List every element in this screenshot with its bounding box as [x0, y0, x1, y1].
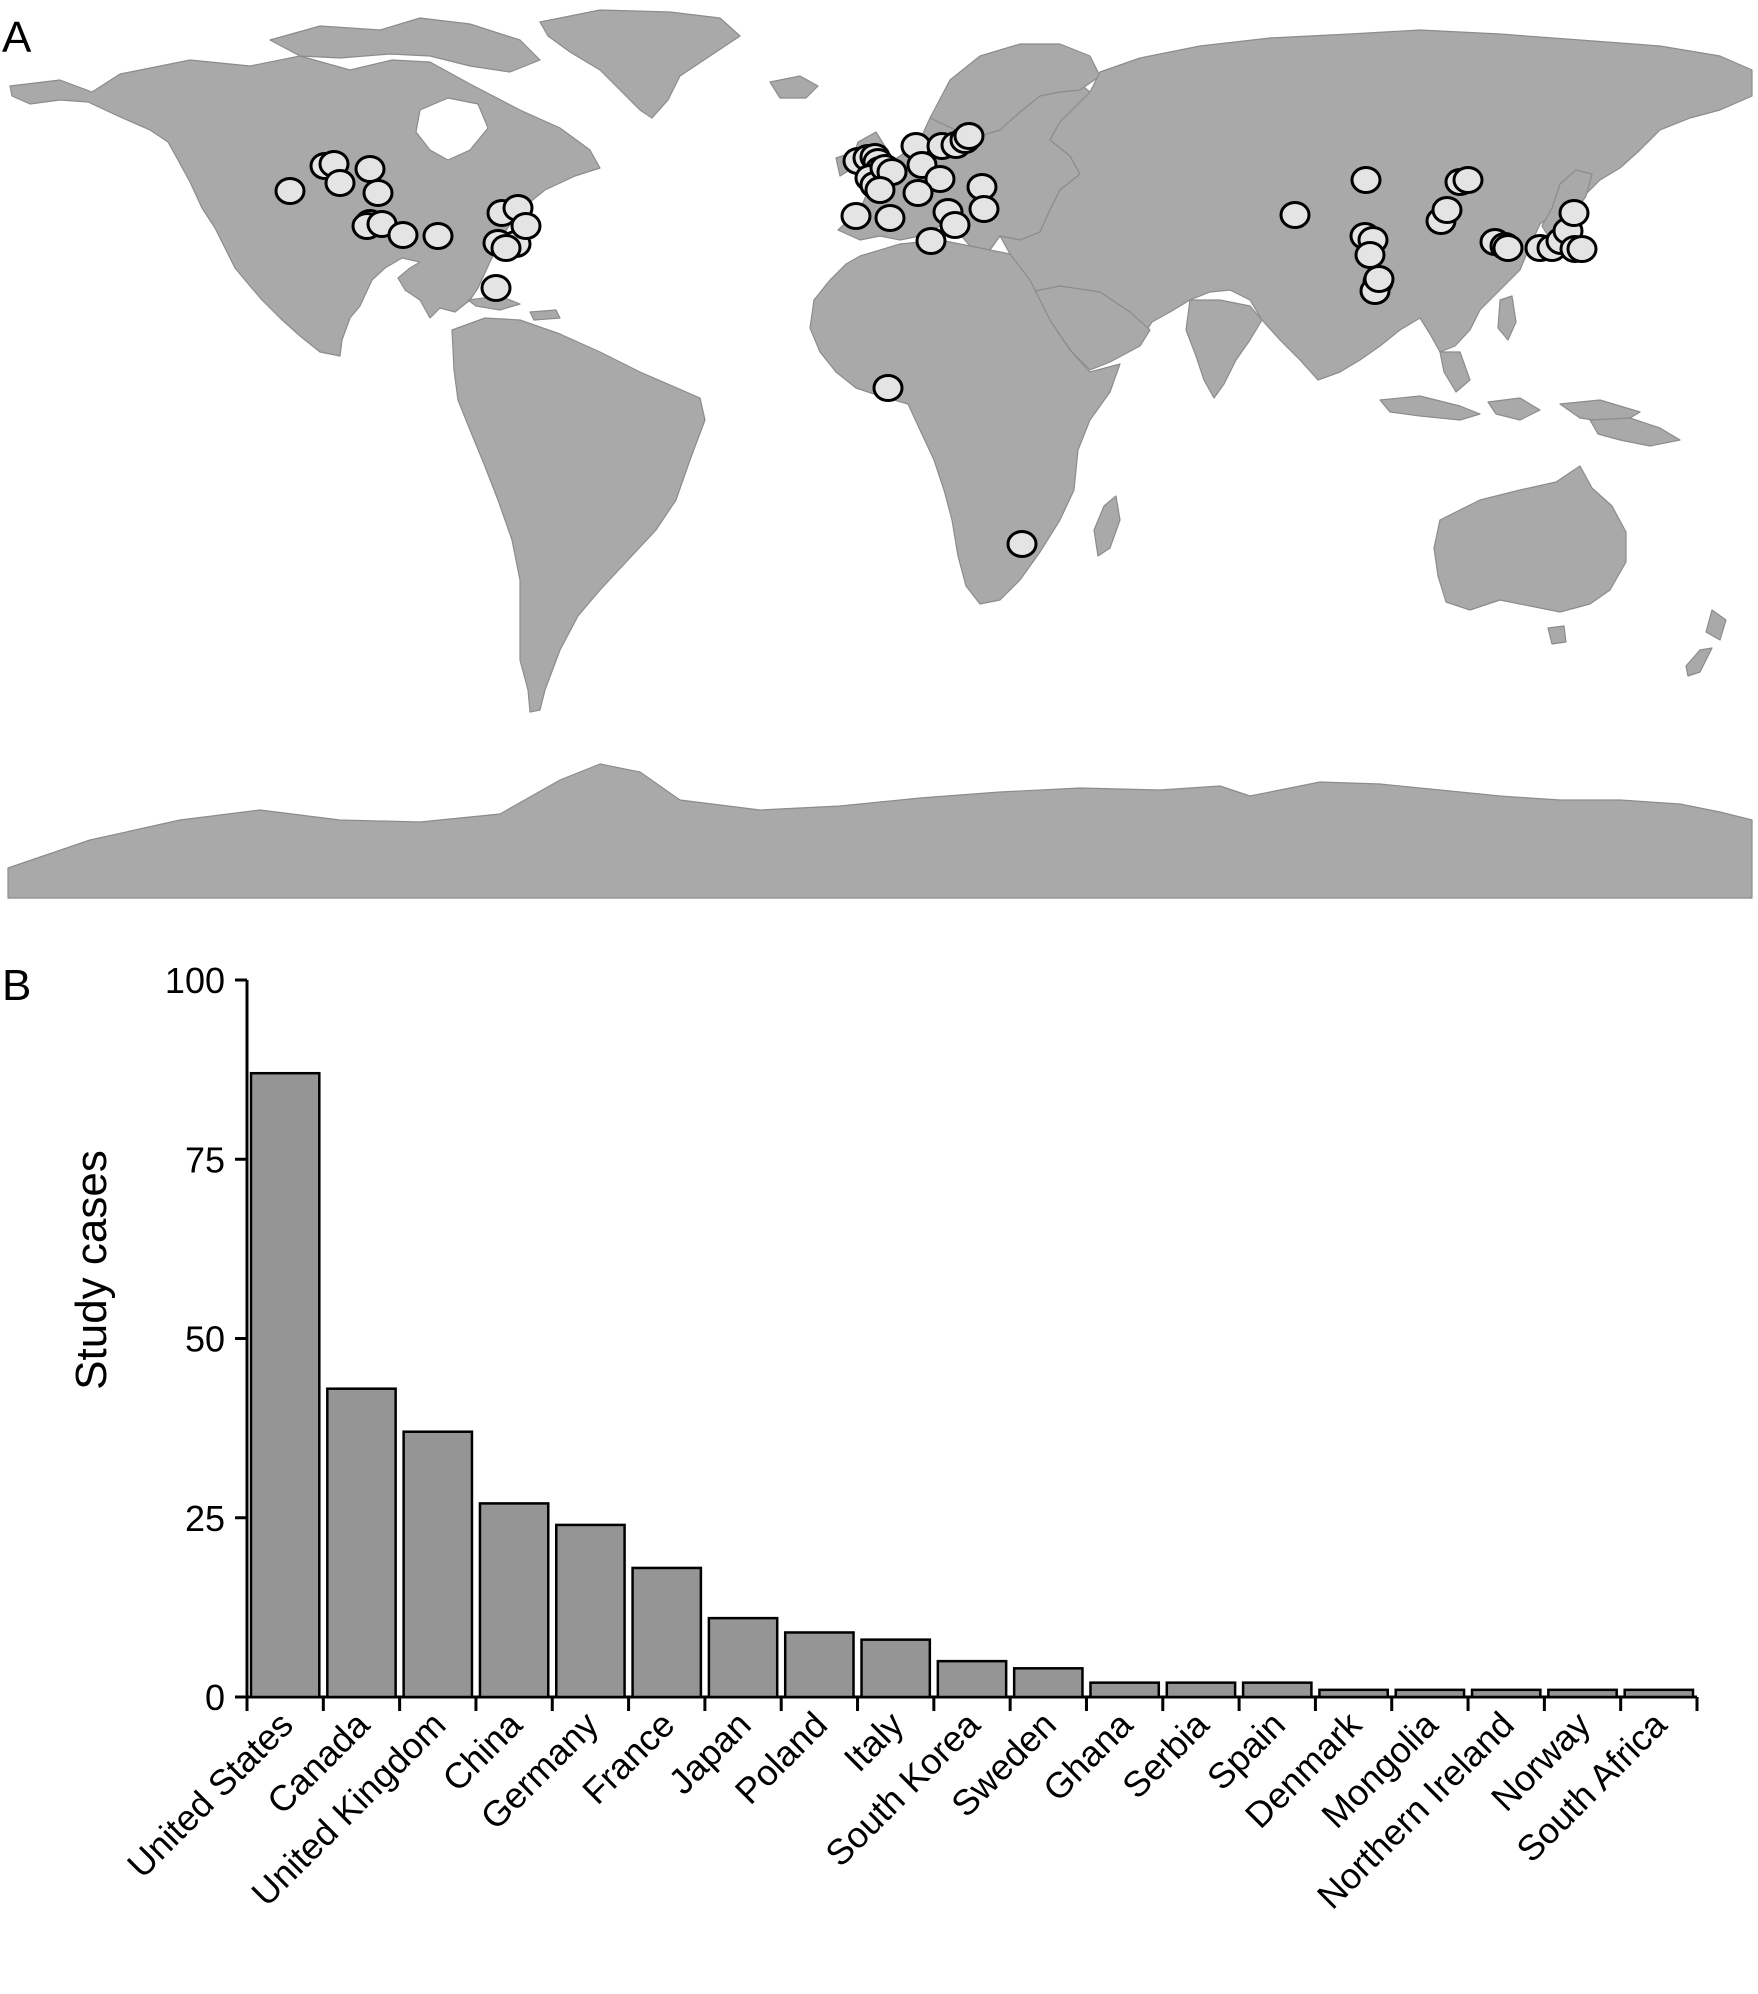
study-site-marker [1452, 166, 1484, 194]
land-antarctica [7, 763, 1753, 899]
study-site-marker [872, 374, 904, 402]
y-axis-title: Study cases [67, 1150, 116, 1390]
land-indonesia [1379, 351, 1641, 425]
y-tick-label: 50 [185, 1319, 225, 1360]
bar [1318, 1688, 1389, 1699]
study-site-marker [1492, 234, 1524, 262]
land-greenland [539, 9, 741, 119]
land-caribbean [467, 295, 561, 321]
bar [1241, 1681, 1313, 1699]
land-new-zealand [1685, 609, 1727, 677]
bar [402, 1430, 474, 1699]
land-philippines [1497, 295, 1517, 341]
bar [936, 1659, 1008, 1699]
study-site-marker [874, 204, 906, 232]
study-site-marker [902, 179, 934, 207]
land-africa [809, 239, 1121, 605]
land-india [1185, 299, 1263, 399]
land-arctic-islands [269, 17, 541, 73]
panel-b-label: B [2, 961, 31, 1010]
study-site-marker [387, 221, 419, 249]
bar [860, 1638, 932, 1699]
study-site-marker [1566, 235, 1598, 263]
study-sites [274, 122, 1598, 558]
bar [1470, 1688, 1542, 1699]
land-south-america [451, 317, 706, 713]
bar [478, 1502, 550, 1699]
study-site-marker [274, 177, 306, 205]
study-site-marker [864, 176, 896, 204]
bar [707, 1616, 779, 1699]
study-site-marker [1350, 166, 1382, 194]
panel-a-label: A [2, 13, 32, 62]
y-tick-label: 0 [205, 1677, 225, 1718]
study-site-marker [1558, 199, 1590, 227]
land-new-guinea [1589, 417, 1681, 447]
x-category-label: Serbia [1114, 1703, 1217, 1806]
study-site-marker [480, 274, 512, 302]
bar [249, 1071, 321, 1699]
world-map [7, 9, 1753, 899]
bar [555, 1523, 626, 1699]
land-iceland [769, 75, 819, 99]
study-site-marker [939, 211, 971, 239]
land-madagascar [1093, 495, 1121, 557]
study-site-marker [490, 234, 522, 262]
bar [1547, 1688, 1618, 1699]
hudson-bay [415, 97, 489, 161]
study-site-marker [510, 212, 542, 240]
bar [1089, 1681, 1161, 1699]
study-site-marker [362, 179, 394, 207]
land-australia [1433, 465, 1627, 613]
study-site-marker [1006, 530, 1038, 558]
bar [326, 1387, 397, 1699]
x-category-label: Ghana [1035, 1703, 1141, 1809]
bar [631, 1566, 703, 1699]
study-site-marker [1354, 241, 1386, 269]
bar [1012, 1667, 1084, 1699]
study-site-marker [354, 155, 386, 183]
y-tick-label: 75 [185, 1139, 225, 1180]
land-scandinavia [929, 43, 1101, 137]
study-site-marker [968, 195, 1000, 223]
study-site-marker [924, 165, 956, 193]
study-site-marker [1363, 265, 1395, 293]
bar [1394, 1688, 1466, 1699]
y-tick-label: 25 [185, 1498, 225, 1539]
study-site-marker [1431, 196, 1463, 224]
bar [1623, 1688, 1695, 1699]
study-site-marker [1279, 201, 1311, 229]
land-tasmania [1547, 625, 1567, 645]
study-site-marker [915, 227, 947, 255]
study-site-marker [422, 222, 454, 250]
study-site-marker [840, 202, 872, 230]
study-site-marker [324, 169, 356, 197]
y-tick-label: 100 [165, 960, 225, 1001]
bar [783, 1631, 855, 1699]
study-site-marker [953, 122, 985, 150]
bar [1165, 1681, 1237, 1699]
